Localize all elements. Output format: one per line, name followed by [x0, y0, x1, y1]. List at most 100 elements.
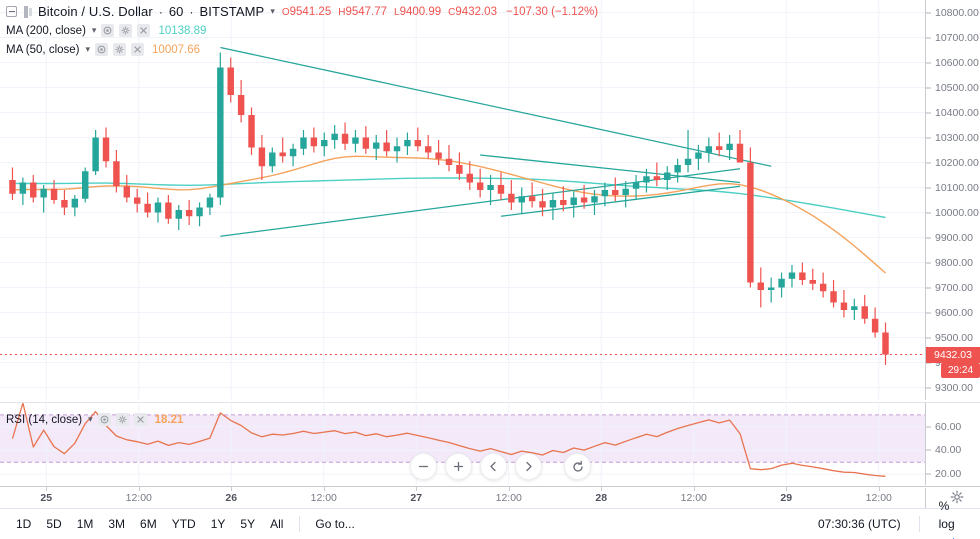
time-axis-label: 12:00 [125, 492, 152, 504]
candle-body [456, 165, 463, 174]
ma200-line [12, 177, 886, 219]
settings-gear-icon[interactable] [119, 24, 133, 37]
symbol-name[interactable]: Bitcoin / U.S. Dollar [38, 4, 153, 19]
price-axis-label: 9700.00 [935, 281, 973, 294]
chart-navigation-controls [410, 453, 591, 480]
remove-x-icon[interactable] [131, 43, 145, 56]
candle-body [809, 280, 816, 284]
clock-label[interactable]: 07:30:36 (UTC) [817, 517, 901, 531]
candle-body [248, 115, 255, 148]
zoom-out-button[interactable] [410, 453, 437, 480]
candle-body [632, 182, 640, 189]
time-axis-label: 28 [595, 492, 608, 504]
price-pane[interactable] [0, 0, 925, 400]
scroll-right-button[interactable] [515, 453, 542, 480]
candle-body [321, 140, 328, 147]
visibility-eye-icon[interactable] [97, 413, 111, 426]
chevron-down-icon[interactable]: ▾ [270, 6, 275, 16]
timeframe-button-5d[interactable]: 5D [46, 517, 62, 531]
ohlc-open-key: O [281, 6, 290, 18]
chart-area[interactable]: 10800.00 10700.00 10600.00 10500.00 10400.00… [0, 0, 980, 508]
rsi-label[interactable]: RSI (14, close) [6, 413, 83, 426]
time-axis-label: 29 [780, 492, 793, 504]
interval-label[interactable]: 60 [168, 4, 184, 19]
timeframe-button-all[interactable]: All [270, 517, 284, 531]
candle-body [705, 146, 713, 153]
price-axis-tick [926, 312, 931, 313]
timeframe-button-3m[interactable]: 3M [108, 517, 126, 531]
timeframe-button-ytd[interactable]: YTD [171, 517, 196, 531]
candle-body [591, 196, 598, 203]
go-to-button[interactable]: Go to... [315, 517, 355, 531]
candle-body [19, 182, 27, 194]
settings-gear-icon[interactable] [113, 43, 127, 56]
toolbar-right-group: 07:30:36 (UTC) % log auto [813, 497, 968, 539]
visibility-eye-icon[interactable] [95, 43, 109, 56]
scroll-left-button[interactable] [480, 453, 507, 480]
collapse-minus-icon[interactable] [6, 6, 17, 17]
scale-buttons-group: % log auto [933, 497, 968, 539]
rsi-legend-row[interactable]: RSI (14, close) ▾ 18.21 [6, 410, 183, 429]
candle-body [123, 186, 131, 198]
price-axis[interactable]: 10800.00 10700.00 10600.00 10500.00 10400.00… [925, 0, 980, 400]
timeframe-button-5y[interactable]: 5Y [240, 517, 256, 531]
ohlc-high-key: H [338, 6, 346, 18]
candle-body [352, 137, 359, 144]
zoom-in-button[interactable] [445, 453, 472, 480]
scale-button-percent[interactable]: % [938, 499, 950, 513]
timeframe-button-6m[interactable]: 6M [140, 517, 157, 531]
indicator-legend-row-ma50[interactable]: MA (50, close) ▾ 10007.66 [6, 40, 598, 59]
ohlc-close-key: C [448, 6, 456, 18]
symbol-legend-row[interactable]: Bitcoin / U.S. Dollar · 60 · BITSTAMP ▾ … [6, 2, 598, 21]
trendline-inner-wedge-lower [500, 185, 741, 217]
time-axis-label: 12:00 [310, 492, 337, 504]
rsi-pane[interactable] [0, 402, 925, 485]
indicator-legend-row-ma200[interactable]: MA (200, close) ▾ 10138.89 [6, 21, 598, 40]
chevron-down-icon[interactable]: ▾ [88, 414, 93, 424]
candle-body [113, 161, 120, 187]
time-axis-label: 27 [410, 492, 423, 504]
timeframe-button-1y[interactable]: 1Y [210, 517, 226, 531]
candle-body [560, 200, 567, 205]
timeframe-button-1m[interactable]: 1M [76, 517, 94, 531]
gear-icon[interactable] [950, 490, 966, 506]
settings-gear-icon[interactable] [115, 413, 129, 426]
chevron-down-icon[interactable]: ▾ [85, 44, 91, 54]
candle-body [487, 185, 494, 190]
candle-body [154, 202, 162, 213]
bottom-toolbar: 1D 5D 1M 3M 6M YTD 1Y 5Y All Go to... 07:30:36 (… [0, 500, 980, 539]
scale-button-auto[interactable]: auto [933, 533, 968, 539]
price-axis-tick [926, 162, 931, 163]
candle-body [726, 143, 733, 150]
candle-body [373, 142, 380, 149]
reset-chart-button[interactable] [564, 453, 591, 480]
visibility-eye-icon[interactable] [101, 24, 115, 37]
exchange-label[interactable]: BITSTAMP [199, 4, 265, 19]
ma50-label[interactable]: MA (50, close) [6, 43, 80, 56]
price-axis-label: 10400.00 [935, 106, 979, 119]
time-axis[interactable]: 25 12:00 26 12:00 27 12:00 28 12:00 29 12:00 [0, 486, 980, 509]
time-axis-tick [693, 487, 695, 491]
candle-body [175, 210, 182, 219]
scale-button-log[interactable]: log [938, 517, 955, 531]
price-axis-tick [926, 37, 931, 38]
remove-x-icon[interactable] [137, 24, 151, 37]
candle-body [71, 198, 79, 208]
price-axis-label: 10000.00 [935, 206, 979, 219]
ma200-label[interactable]: MA (200, close) [6, 24, 86, 37]
candle-body [778, 278, 785, 288]
price-chart-svg [0, 0, 925, 400]
candle-body [300, 137, 307, 149]
candle-body [393, 146, 401, 152]
rsi-axis-label: 60.00 [935, 420, 962, 433]
timeframe-button-1d[interactable]: 1D [16, 517, 32, 531]
price-axis-label: 9900.00 [935, 231, 973, 244]
rsi-axis[interactable]: 60.00 40.00 20.00 [925, 402, 980, 485]
price-axis-label: 9300.00 [935, 381, 973, 394]
ohlc-low: L9400.99 [394, 6, 441, 18]
remove-x-icon[interactable] [133, 413, 147, 426]
chevron-down-icon[interactable]: ▾ [91, 25, 97, 35]
candle-body [757, 282, 765, 290]
candle-body [695, 152, 702, 159]
axis-divider [925, 488, 926, 509]
